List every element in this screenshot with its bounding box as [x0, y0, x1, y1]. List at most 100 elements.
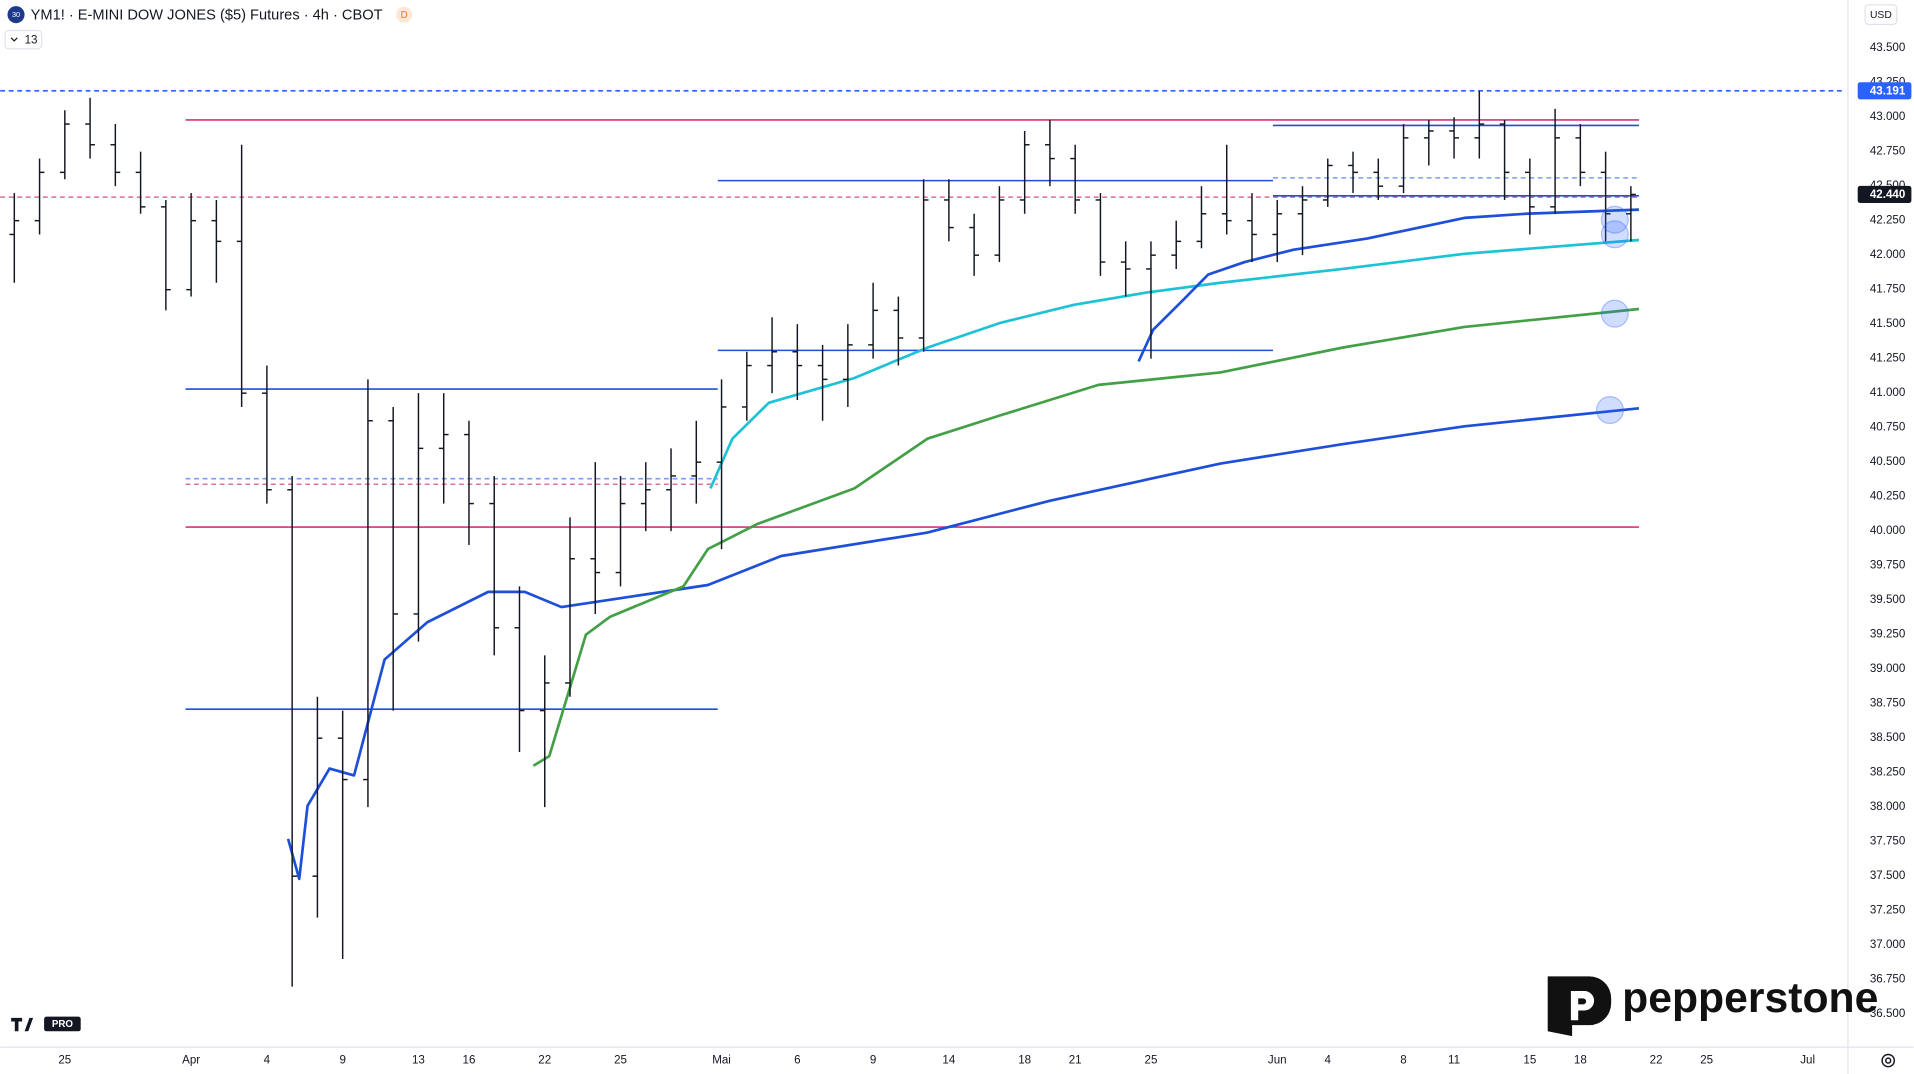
delay-badge[interactable]	[396, 6, 413, 23]
delay-badge-text: D	[401, 10, 408, 21]
ohlc-bar	[767, 317, 777, 394]
ohlc-bar	[337, 710, 348, 959]
ohlc-bar	[590, 462, 601, 614]
y-tick-label: 39.750	[1870, 560, 1905, 572]
ohlc-bar	[413, 393, 424, 642]
highlight	[1600, 299, 1629, 328]
ohlc-bar	[1550, 108, 1560, 214]
ohlc-bar	[85, 97, 95, 159]
x-tick-label: 25	[58, 1055, 71, 1067]
tv-logo: PRO	[11, 1016, 81, 1032]
y-tick-label: 38.250	[1870, 767, 1905, 779]
x-tick-label: 25	[1145, 1055, 1158, 1067]
x-tick-label: 25	[1700, 1055, 1713, 1067]
ohlc-bar	[1146, 241, 1156, 359]
x-tick-label: 18	[1018, 1055, 1031, 1067]
y-tick-label: 40.750	[1870, 422, 1905, 434]
currency-button[interactable]	[1864, 4, 1898, 26]
indicator-count: 13	[25, 34, 38, 46]
ohlc-bar	[565, 517, 575, 697]
ohlc-bar	[615, 475, 626, 587]
ohlc-bar	[34, 158, 45, 235]
x-tick-label: 11	[1448, 1055, 1460, 1067]
price-label-box	[1857, 82, 1912, 100]
x-tick-label: 6	[794, 1055, 800, 1067]
price-label: 42.440	[1870, 189, 1905, 201]
settings-icon[interactable]	[1881, 1053, 1896, 1068]
chevron-icon	[10, 37, 18, 42]
ohlc-bar	[388, 406, 399, 711]
y-tick-label: 39.000	[1870, 663, 1905, 675]
y-tick-label: 38.000	[1870, 801, 1905, 813]
y-tick-label: 39.500	[1870, 594, 1905, 606]
x-tick-label: Jun	[1268, 1055, 1287, 1067]
indicator-highlights	[1595, 205, 1629, 425]
ohlc-bar	[1625, 186, 1636, 242]
highlight	[1600, 220, 1629, 249]
highlight	[1600, 205, 1629, 234]
indicator-toggle[interactable]	[4, 29, 43, 50]
indicator-line	[1137, 208, 1640, 362]
plot-area	[0, 90, 1844, 987]
y-tick-label: 38.500	[1870, 732, 1905, 744]
ohlc-bar	[691, 420, 702, 504]
brand-p	[1570, 991, 1595, 1021]
x-tick-label: 18	[1574, 1055, 1587, 1067]
ohlc-bar	[817, 344, 828, 421]
ohlc-bar	[211, 199, 222, 283]
x-tick-label: 14	[942, 1055, 955, 1067]
y-tick-label: 42.750	[1870, 146, 1905, 158]
ohlc-bar	[464, 420, 474, 545]
ohlc-bar	[9, 193, 20, 283]
tv-mark	[11, 1017, 34, 1032]
ohlc-bar	[514, 586, 525, 752]
ohlc-bar	[792, 324, 803, 401]
y-tick-label: 40.250	[1870, 491, 1905, 503]
x-tick-label: 22	[538, 1055, 551, 1067]
ohlc-bar	[160, 199, 171, 311]
brand-logo: pepperstone	[1547, 974, 1878, 1037]
x-tick-label: 13	[412, 1055, 425, 1067]
y-tick-label: 37.500	[1870, 870, 1905, 882]
ohlc-bar	[539, 655, 550, 808]
ohlc-bar	[1322, 158, 1333, 207]
ohlc-bar	[969, 213, 980, 276]
y-tick-label: 41.000	[1870, 387, 1905, 399]
y-tick-label: 36.750	[1870, 974, 1905, 986]
ohlc-bar	[1171, 220, 1182, 269]
ohlc-bar	[110, 124, 121, 187]
indicator-line	[709, 238, 1640, 489]
y-tick-label: 43.000	[1870, 111, 1905, 123]
chart-title[interactable]: YM1! · E-MINI DOW JONES ($5) Futures · 4…	[31, 8, 383, 24]
ohlc-bar	[868, 282, 878, 359]
x-tick-label: 8	[1400, 1055, 1406, 1067]
x-tick-label: Jul	[1800, 1055, 1815, 1067]
ohlc-bar	[1524, 158, 1535, 235]
y-tick-label: 42.000	[1870, 249, 1905, 261]
y-tick-label: 42.250	[1870, 215, 1905, 227]
ohlc-bar	[1221, 144, 1232, 235]
ohlc-bar	[1449, 117, 1459, 159]
symbol-badge[interactable]	[7, 6, 25, 24]
ohlc-bar	[312, 696, 323, 918]
y-tick-label: 43.500	[1870, 42, 1905, 54]
currency-text: USD	[1870, 10, 1892, 21]
x-tick-label: 21	[1069, 1055, 1082, 1067]
y-tick-label: 36.500	[1870, 1008, 1905, 1020]
ohlc-bar	[842, 324, 853, 407]
ohlc-bar	[1474, 90, 1485, 159]
x-tick-label: Apr	[182, 1055, 200, 1067]
ohlc-bar	[994, 186, 1005, 263]
ohlc-bar	[438, 393, 449, 504]
ohlc-bar	[741, 351, 752, 421]
y-tick-label: 40.500	[1870, 456, 1905, 468]
x-tick-label: 9	[339, 1055, 345, 1067]
y-tick-label: 40.000	[1870, 525, 1905, 537]
tv-pro-box	[44, 1016, 81, 1032]
ohlc-bar	[287, 475, 298, 987]
symbol-badge-text: 30	[12, 10, 20, 19]
ohlc-bar	[944, 179, 954, 242]
y-tick-label: 37.250	[1870, 905, 1905, 917]
ohlc-bar	[1373, 158, 1384, 200]
